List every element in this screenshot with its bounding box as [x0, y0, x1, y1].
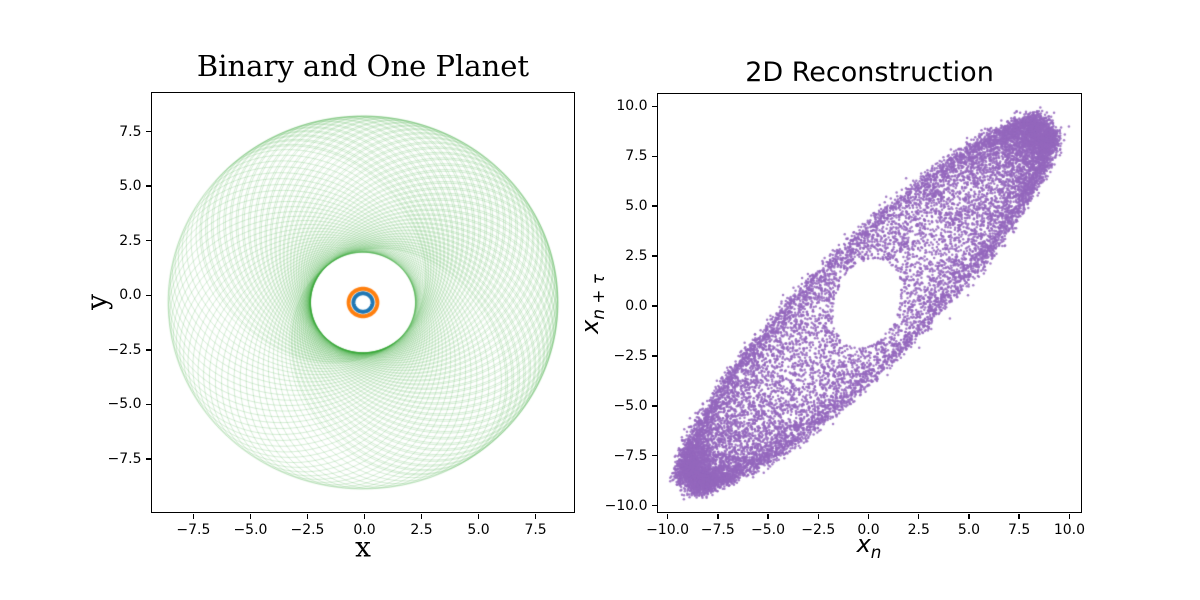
- x-tick-label: −7.5: [176, 521, 211, 538]
- x-tick-label: −2.5: [801, 521, 836, 538]
- y-tick-label: 0.0: [119, 287, 142, 304]
- x-tick-mark: [968, 513, 970, 519]
- right-y-label-base: x: [576, 319, 605, 334]
- y-tick-mark: [145, 403, 151, 406]
- x-tick-label: −10.0: [646, 521, 689, 538]
- right-y-axis-label: xn + τ: [576, 274, 608, 334]
- left-plot-title: Binary and One Planet: [196, 49, 530, 83]
- left-axes: −7.5 −5.0 −2.5 0.0 2.5 5.0 7.5 −7.5 −5.0 −2.5 0.0 2…: [108, 92, 575, 537]
- x-tick-label: 2.5: [410, 521, 433, 538]
- y-tick-label: 7.5: [625, 148, 648, 165]
- y-tick-label: −2.5: [107, 341, 142, 358]
- x-tick-label: −5.0: [751, 521, 785, 538]
- y-tick-label: −2.5: [613, 347, 648, 364]
- y-tick-mark: [145, 130, 151, 133]
- y-tick-mark: [145, 349, 151, 351]
- right-x-label-base: x: [856, 530, 871, 559]
- right-plot-title: 2D Reconstruction: [745, 57, 994, 88]
- scatter-canvas: [658, 94, 1081, 512]
- x-tick-label: 2.5: [907, 521, 930, 538]
- x-tick-label: 5.0: [467, 521, 490, 538]
- x-tick-mark: [192, 513, 195, 519]
- x-tick-label: 0.0: [857, 521, 880, 538]
- x-tick-mark: [420, 513, 423, 519]
- right-y-label-subscript: n + τ: [587, 274, 608, 320]
- y-tick-mark: [651, 355, 657, 357]
- y-tick-mark: [651, 155, 657, 158]
- y-tick-mark: [651, 405, 657, 407]
- y-tick-mark: [145, 185, 151, 187]
- x-tick-mark: [534, 513, 537, 519]
- y-tick-label: 10.0: [616, 98, 648, 115]
- y-tick-mark: [651, 504, 657, 507]
- x-tick-mark: [1018, 513, 1020, 519]
- x-tick-mark: [917, 513, 920, 519]
- right-x-label-subscript: n: [870, 541, 882, 562]
- x-tick-mark: [1068, 513, 1071, 519]
- right-x-axis-label: xn: [857, 530, 882, 562]
- y-tick-label: 0.0: [625, 297, 648, 314]
- x-tick-label: 7.5: [524, 521, 547, 538]
- x-tick-mark: [306, 513, 309, 519]
- y-tick-label: −10.0: [604, 497, 648, 514]
- x-tick-mark: [767, 513, 769, 519]
- y-tick-label: 5.0: [625, 198, 648, 215]
- x-tick-mark: [363, 513, 366, 519]
- x-tick-mark: [817, 513, 819, 519]
- left-x-axis-label: x: [355, 530, 371, 564]
- y-tick-mark: [651, 205, 657, 207]
- y-tick-mark: [651, 305, 657, 307]
- y-tick-label: 2.5: [119, 232, 142, 249]
- y-tick-label: −7.5: [613, 447, 648, 464]
- x-tick-label: −7.5: [700, 521, 735, 538]
- y-tick-label: −5.0: [107, 396, 142, 413]
- x-tick-label: −5.0: [233, 521, 268, 538]
- left-y-axis-label: y: [80, 294, 114, 310]
- y-tick-mark: [145, 294, 151, 297]
- orbit-canvas: [152, 93, 574, 512]
- right-axes: −10.0 −7.5 −5.0 −2.5 0.0 2.5 5.0 7.5 10.0 −10.0 −7…: [605, 93, 1085, 537]
- y-tick-mark: [651, 255, 657, 257]
- y-tick-label: −7.5: [107, 450, 142, 467]
- x-tick-label: −2.5: [290, 521, 325, 538]
- x-tick-label: 7.5: [1008, 521, 1031, 538]
- y-tick-mark: [145, 458, 151, 460]
- x-tick-mark: [717, 513, 719, 519]
- x-tick-label: 5.0: [957, 521, 981, 538]
- x-tick-mark: [477, 513, 480, 519]
- y-tick-mark: [145, 239, 151, 242]
- y-tick-label: 7.5: [119, 123, 142, 140]
- x-tick-label: 0.0: [353, 521, 376, 538]
- x-tick-mark: [867, 513, 870, 519]
- x-tick-mark: [249, 513, 252, 519]
- y-tick-label: −5.0: [613, 397, 648, 414]
- y-tick-mark: [651, 454, 657, 457]
- y-tick-label: 2.5: [625, 248, 648, 265]
- y-tick-label: 5.0: [119, 178, 142, 195]
- x-tick-mark: [666, 513, 669, 519]
- x-tick-label: 10.0: [1053, 521, 1086, 538]
- y-tick-mark: [651, 105, 657, 108]
